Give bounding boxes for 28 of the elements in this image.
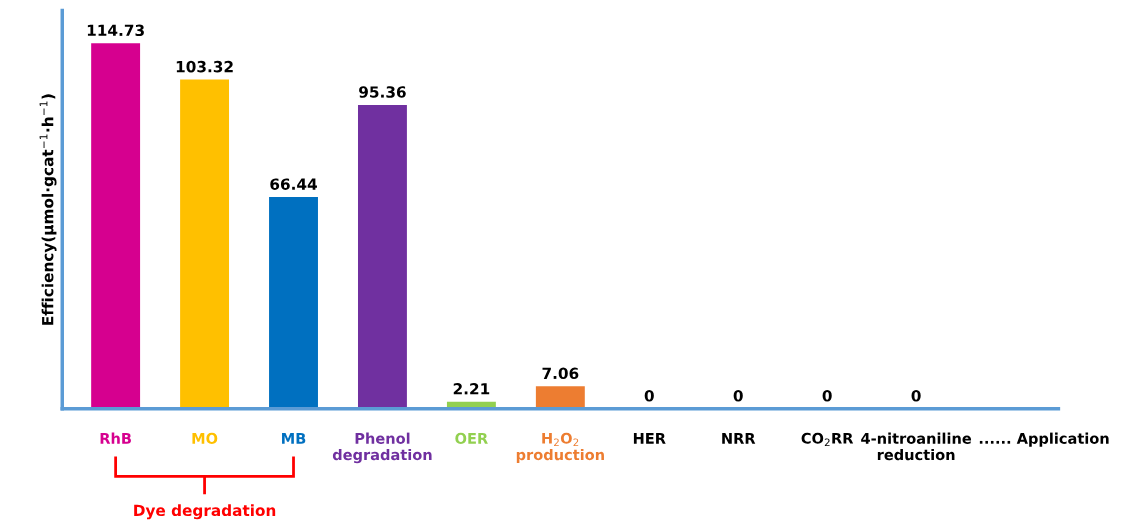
data-label: 0	[911, 390, 921, 402]
x-tick-label: OER	[455, 432, 488, 444]
x-tick-label: ...... Application	[979, 432, 1109, 447]
data-label: 95.36	[359, 86, 406, 98]
x-tick-label: NRR	[722, 433, 756, 444]
data-label: 7.06	[542, 367, 579, 380]
x-tick-label: MO	[192, 432, 218, 444]
bar	[269, 197, 318, 409]
bar	[358, 104, 407, 409]
data-label: 2.21	[453, 383, 490, 395]
data-label: 66.44	[270, 178, 317, 190]
x-tick-label: CO$_{2}$RR	[801, 432, 854, 446]
text: Dye degradation	[134, 504, 276, 520]
x-tick-label: RhB	[100, 432, 131, 444]
x-tick-label: H$_{2}$O$_{2}$ production	[516, 432, 604, 464]
data-label: 0	[644, 390, 654, 402]
data-label: 103.32	[176, 60, 233, 73]
data-label: 0	[733, 390, 743, 402]
x-tick-label: MB	[282, 433, 306, 444]
y-axis-title: Efficiency(μmol·gcat$^{−1}$·h$^{−1}$)	[39, 94, 57, 325]
x-tick-label: HER	[633, 433, 666, 444]
x-tick-label: 4-nitroaniline reduction	[861, 432, 972, 461]
x-tick-label: Phenol degradation	[332, 432, 432, 464]
bar	[535, 386, 585, 409]
bar	[180, 79, 230, 409]
data-label: 114.73	[87, 24, 144, 37]
data-label: 0	[822, 390, 832, 402]
bar	[91, 43, 141, 409]
